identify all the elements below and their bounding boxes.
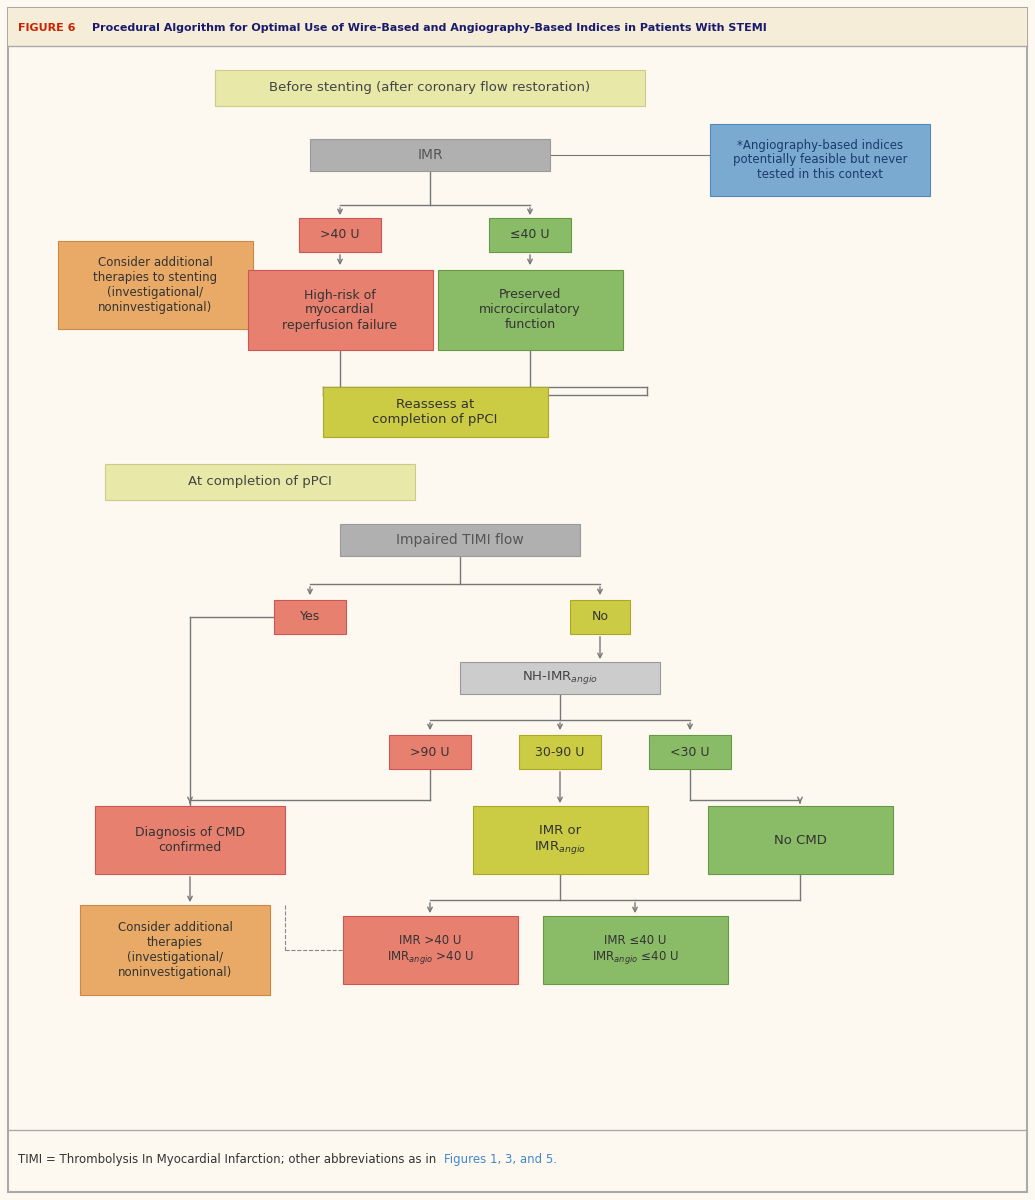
Text: ≤40 U: ≤40 U bbox=[510, 228, 550, 241]
Text: IMR >40 U
IMR$_{angio}$ >40 U: IMR >40 U IMR$_{angio}$ >40 U bbox=[387, 934, 473, 966]
Text: >40 U: >40 U bbox=[320, 228, 360, 241]
Text: No: No bbox=[591, 611, 609, 624]
Text: NH-IMR$_{angio}$: NH-IMR$_{angio}$ bbox=[522, 670, 598, 686]
Text: Impaired TIMI flow: Impaired TIMI flow bbox=[396, 533, 524, 547]
Text: Diagnosis of CMD
confirmed: Diagnosis of CMD confirmed bbox=[135, 826, 245, 854]
FancyBboxPatch shape bbox=[8, 8, 1027, 1192]
FancyBboxPatch shape bbox=[341, 524, 580, 556]
Text: Yes: Yes bbox=[300, 611, 320, 624]
Text: Consider additional
therapies to stenting
(investigational/
noninvestigational): Consider additional therapies to stentin… bbox=[93, 256, 217, 314]
Text: Consider additional
therapies
(investigational/
noninvestigational): Consider additional therapies (investiga… bbox=[118, 922, 233, 979]
Text: Figures 1, 3, and 5.: Figures 1, 3, and 5. bbox=[444, 1153, 557, 1166]
FancyBboxPatch shape bbox=[570, 600, 630, 634]
Text: Reassess at
completion of pPCI: Reassess at completion of pPCI bbox=[373, 398, 498, 426]
Text: <30 U: <30 U bbox=[671, 745, 710, 758]
Text: >90 U: >90 U bbox=[410, 745, 450, 758]
Text: Before stenting (after coronary flow restoration): Before stenting (after coronary flow res… bbox=[269, 82, 591, 95]
FancyBboxPatch shape bbox=[473, 806, 648, 874]
FancyBboxPatch shape bbox=[542, 916, 728, 984]
Text: Procedural Algorithm for Optimal Use of Wire-Based and Angiography-Based Indices: Procedural Algorithm for Optimal Use of … bbox=[92, 23, 767, 32]
FancyBboxPatch shape bbox=[460, 662, 660, 694]
FancyBboxPatch shape bbox=[489, 218, 571, 252]
Text: TIMI = Thrombolysis In Myocardial Infarction; other abbreviations as in: TIMI = Thrombolysis In Myocardial Infarc… bbox=[18, 1153, 440, 1166]
FancyBboxPatch shape bbox=[58, 241, 253, 329]
Text: Preserved
microcirculatory
function: Preserved microcirculatory function bbox=[479, 288, 581, 331]
FancyBboxPatch shape bbox=[95, 806, 285, 874]
FancyBboxPatch shape bbox=[389, 734, 471, 769]
FancyBboxPatch shape bbox=[247, 270, 433, 350]
FancyBboxPatch shape bbox=[215, 70, 645, 106]
Text: No CMD: No CMD bbox=[773, 834, 826, 846]
FancyBboxPatch shape bbox=[310, 139, 550, 170]
FancyBboxPatch shape bbox=[299, 218, 381, 252]
Text: 30-90 U: 30-90 U bbox=[535, 745, 585, 758]
FancyBboxPatch shape bbox=[649, 734, 731, 769]
Text: FIGURE 6: FIGURE 6 bbox=[18, 23, 76, 32]
FancyBboxPatch shape bbox=[105, 464, 415, 500]
FancyBboxPatch shape bbox=[80, 905, 270, 995]
FancyBboxPatch shape bbox=[519, 734, 601, 769]
FancyBboxPatch shape bbox=[274, 600, 346, 634]
FancyBboxPatch shape bbox=[343, 916, 518, 984]
FancyBboxPatch shape bbox=[8, 8, 1027, 46]
Text: IMR ≤40 U
IMR$_{angio}$ ≤40 U: IMR ≤40 U IMR$_{angio}$ ≤40 U bbox=[592, 934, 678, 966]
FancyBboxPatch shape bbox=[438, 270, 622, 350]
FancyBboxPatch shape bbox=[323, 386, 548, 437]
Text: At completion of pPCI: At completion of pPCI bbox=[188, 475, 332, 488]
FancyBboxPatch shape bbox=[708, 806, 892, 874]
FancyBboxPatch shape bbox=[710, 124, 930, 196]
Text: *Angiography-based indices
potentially feasible but never
tested in this context: *Angiography-based indices potentially f… bbox=[733, 138, 908, 181]
Text: High-risk of
myocardial
reperfusion failure: High-risk of myocardial reperfusion fail… bbox=[283, 288, 397, 331]
Text: IMR or
IMR$_{angio}$: IMR or IMR$_{angio}$ bbox=[534, 824, 586, 856]
Text: IMR: IMR bbox=[417, 148, 443, 162]
